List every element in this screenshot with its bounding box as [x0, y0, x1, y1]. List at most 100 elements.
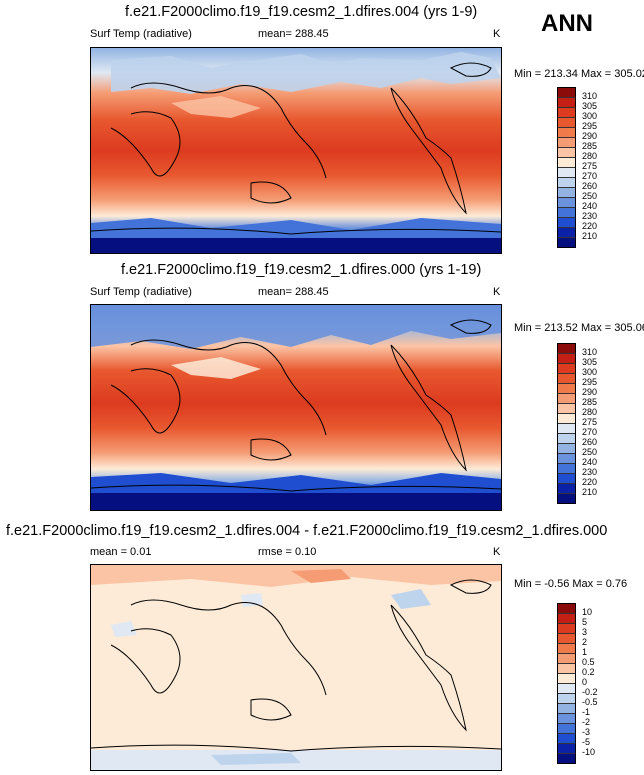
- panel-1-colorbar-bin: [558, 208, 575, 218]
- panel-1-colorbar-bin: [558, 198, 575, 208]
- panel-1-colorbar-bin: [558, 108, 575, 118]
- colorbar-tick-label: 275: [582, 161, 598, 171]
- colorbar-tick-label: -0.2: [582, 687, 598, 697]
- panel-1-colorbar-bin: [558, 188, 575, 198]
- season-label: ANN: [541, 10, 593, 37]
- colorbar-tick-label: 230: [582, 211, 598, 221]
- panel-3-colorbar: [557, 603, 576, 764]
- panel-3-title: f.e21.F2000climo.f19_f19.cesm2_1.dfires.…: [6, 523, 608, 539]
- panel-1-colorbar-bin: [558, 178, 575, 188]
- panel-3-colorbar-bin: [558, 734, 575, 744]
- panel-1-map: [90, 47, 502, 254]
- panel-3-minmax: Min = -0.56 Max = 0.76: [514, 578, 628, 590]
- panel-2-variable-label: Surf Temp (radiative): [90, 286, 192, 298]
- colorbar-tick-label: 250: [582, 191, 598, 201]
- colorbar-tick-label: 0.5: [582, 657, 595, 667]
- panel-1-colorbar-bin: [558, 218, 575, 228]
- colorbar-tick-label: 10: [582, 607, 593, 617]
- panel-2-map-plot: [91, 305, 501, 510]
- colorbar-tick-label: 0: [582, 677, 588, 687]
- panel-2-colorbar-bin: [558, 344, 575, 354]
- panel-2-title: f.e21.F2000climo.f19_f19.cesm2_1.dfires.…: [121, 262, 482, 278]
- panel-2-colorbar-bin: [558, 384, 575, 394]
- panel-2-colorbar-bin: [558, 404, 575, 414]
- panel-3-colorbar-bin: [558, 684, 575, 694]
- panel-3-colorbar-bin: [558, 624, 575, 634]
- panel-3-colorbar-bin: [558, 704, 575, 714]
- panel-1-colorbar-bin: [558, 228, 575, 238]
- colorbar-tick-label: -5: [582, 737, 591, 747]
- colorbar-tick-label: -1: [582, 707, 591, 717]
- colorbar-tick-label: 240: [582, 201, 598, 211]
- panel-1-colorbar-bin: [558, 98, 575, 108]
- panel-2-colorbar-bin: [558, 464, 575, 474]
- colorbar-tick-label: 285: [582, 141, 598, 151]
- panel-3-colorbar-bin: [558, 744, 575, 754]
- panel-1-minmax: Min = 213.34 Max = 305.02: [514, 68, 644, 80]
- panel-1-title: f.e21.F2000climo.f19_f19.cesm2_1.dfires.…: [125, 4, 478, 20]
- panel-3-colorbar-bin: [558, 664, 575, 674]
- colorbar-tick-label: 300: [582, 111, 598, 121]
- panel-3-map: [90, 564, 502, 771]
- colorbar-tick-label: 3: [582, 627, 588, 637]
- panel-1-mean-label: mean= 288.45: [258, 28, 329, 40]
- colorbar-tick-label: 260: [582, 181, 598, 191]
- colorbar-tick-label: -0.5: [582, 697, 598, 707]
- panel-3-colorbar-bin: [558, 644, 575, 654]
- colorbar-tick-label: 280: [582, 407, 598, 417]
- colorbar-tick-label: 2: [582, 637, 588, 647]
- colorbar-tick-label: 210: [582, 231, 598, 241]
- panel-2-colorbar: [557, 343, 576, 504]
- colorbar-tick-label: 280: [582, 151, 598, 161]
- colorbar-tick-label: 275: [582, 417, 598, 427]
- colorbar-tick-label: 5: [582, 617, 588, 627]
- panel-3-colorbar-bin: [558, 634, 575, 644]
- panel-3-colorbar-bin: [558, 724, 575, 734]
- panel-1-map-plot: [91, 48, 501, 253]
- panel-2-colorbar-bin: [558, 374, 575, 384]
- panel-2-colorbar-bin: [558, 474, 575, 484]
- colorbar-tick-label: 230: [582, 467, 598, 477]
- panel-2-colorbar-bin: [558, 354, 575, 364]
- colorbar-tick-label: 220: [582, 221, 598, 231]
- colorbar-tick-label: 305: [582, 101, 598, 111]
- panel-2-map: [90, 304, 502, 511]
- panel-2-units: K: [493, 286, 501, 298]
- colorbar-tick-label: 270: [582, 171, 598, 181]
- panel-2-colorbar-bin: [558, 434, 575, 444]
- panel-1-colorbar-bin: [558, 168, 575, 178]
- panel-1-colorbar: [557, 87, 576, 248]
- colorbar-tick-label: 240: [582, 457, 598, 467]
- panel-1-colorbar-bin: [558, 128, 575, 138]
- panel-3-units: K: [493, 546, 501, 558]
- panel-1-colorbar-ticks: 310 305 300 295 290 285 280 275 270 260 …: [582, 92, 597, 242]
- panel-1-colorbar-bin: [558, 118, 575, 128]
- panel-3-colorbar-bin: [558, 674, 575, 684]
- panel-2-colorbar-bin: [558, 454, 575, 464]
- panel-3-rmse-label: rmse = 0.10: [258, 546, 317, 558]
- panel-3-colorbar-bin: [558, 754, 575, 763]
- panel-2-colorbar-bin: [558, 424, 575, 434]
- colorbar-tick-label: 310: [582, 347, 598, 357]
- panel-1-colorbar-bin: [558, 158, 575, 168]
- colorbar-tick-label: 295: [582, 377, 598, 387]
- panel-2-colorbar-bin: [558, 414, 575, 424]
- panel-3-colorbar-bin: [558, 714, 575, 724]
- panel-2-colorbar-bin: [558, 494, 575, 503]
- colorbar-tick-label: -10: [582, 747, 596, 757]
- panel-2-colorbar-bin: [558, 444, 575, 454]
- colorbar-tick-label: 290: [582, 131, 598, 141]
- colorbar-tick-label: -3: [582, 727, 591, 737]
- panel-2-colorbar-bin: [558, 484, 575, 494]
- panel-3-mean-label: mean = 0.01: [90, 546, 152, 558]
- panel-3-colorbar-bin: [558, 604, 575, 614]
- colorbar-tick-label: 270: [582, 427, 598, 437]
- colorbar-tick-label: 285: [582, 397, 598, 407]
- panel-2-minmax: Min = 213.52 Max = 305.06: [514, 322, 644, 334]
- panel-1-colorbar-bin: [558, 238, 575, 247]
- colorbar-tick-label: 1: [582, 647, 588, 657]
- panel-3-colorbar-bin: [558, 694, 575, 704]
- panel-2-colorbar-ticks: 310 305 300 295 290 285 280 275 270 260 …: [582, 348, 597, 498]
- panel-1-units: K: [493, 28, 501, 40]
- panel-2-mean-label: mean= 288.45: [258, 286, 329, 298]
